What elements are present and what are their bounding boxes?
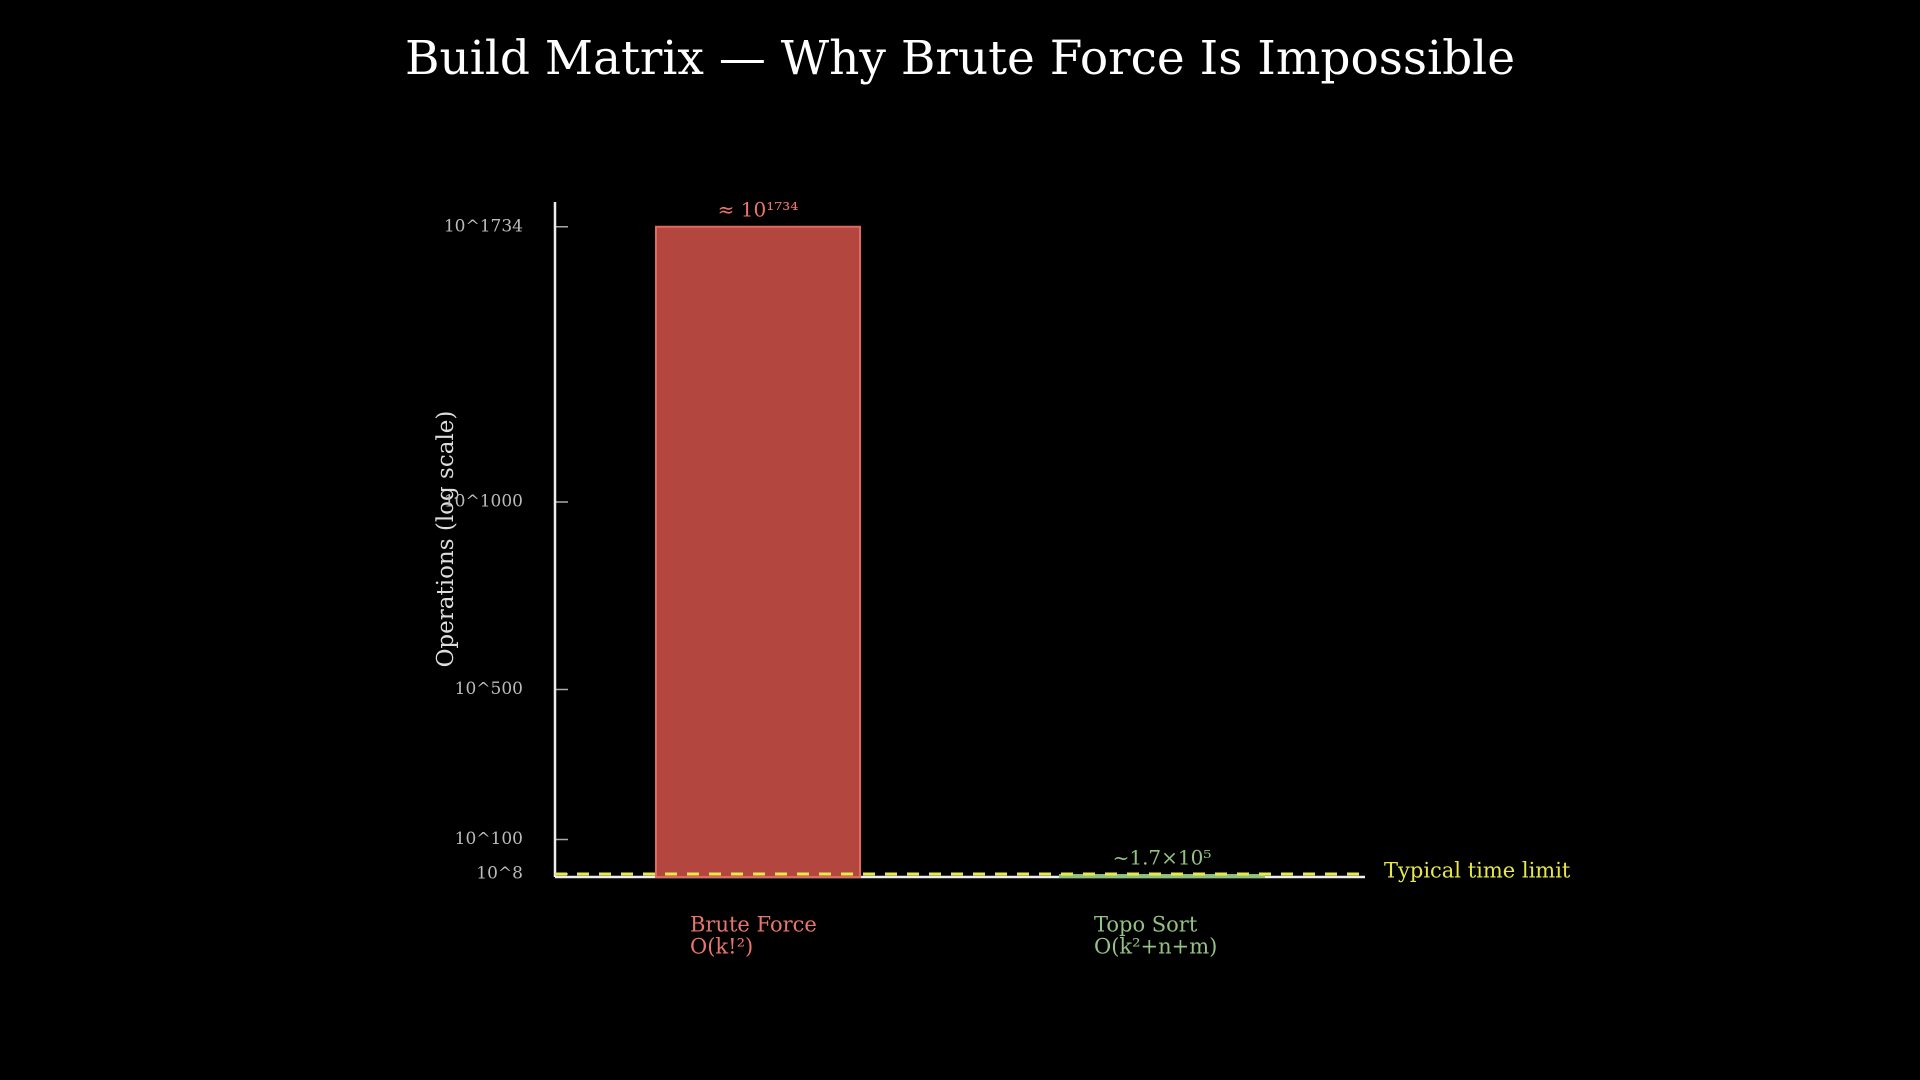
y-tick-label: 10^8 bbox=[476, 864, 523, 884]
category-note: O(k²+n+m) bbox=[1094, 935, 1217, 959]
value-label: ~1.7×10⁵ bbox=[1113, 846, 1212, 870]
bar bbox=[1059, 874, 1265, 879]
bar bbox=[655, 225, 861, 878]
value-label: ≈ 10¹⁷³⁴ bbox=[718, 197, 799, 221]
category-note: O(k!²) bbox=[690, 935, 753, 959]
y-tick-label: 10^100 bbox=[455, 829, 523, 849]
reference-label: Typical time limit bbox=[1384, 859, 1571, 883]
y-tick-label: 10^1734 bbox=[444, 216, 523, 236]
y-tick-label: 10^1000 bbox=[444, 492, 523, 512]
chart-title: Build Matrix — Why Brute Force Is Imposs… bbox=[405, 31, 1515, 86]
y-tick-label: 10^500 bbox=[455, 679, 523, 699]
y-axis-label: Operations (log scale) bbox=[433, 411, 459, 668]
x-tick-label: Brute Force bbox=[690, 913, 817, 937]
x-tick-label: Topo Sort bbox=[1094, 913, 1198, 937]
